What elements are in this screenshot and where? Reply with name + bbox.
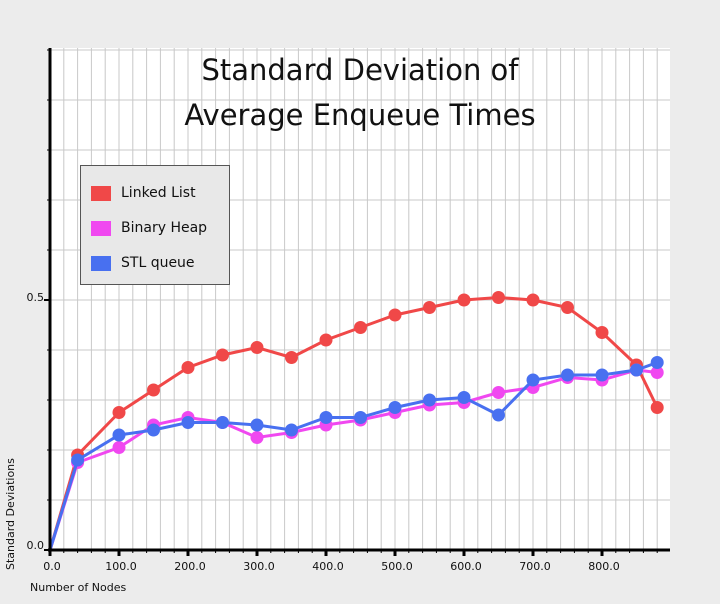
- legend-swatch-binary-heap: [91, 220, 111, 236]
- data-point-stl-queue: [492, 408, 505, 422]
- data-point-stl-queue: [595, 368, 609, 382]
- data-point-stl-queue: [457, 391, 471, 404]
- legend-swatch-stl-queue: [91, 255, 111, 271]
- legend-swatch-linked-list: [91, 185, 111, 201]
- data-point-stl-queue: [354, 411, 367, 424]
- data-point-stl-queue: [319, 411, 333, 424]
- data-point-linked-list: [526, 293, 540, 307]
- x-tick-label: 400.0: [312, 560, 344, 573]
- data-point-linked-list: [250, 341, 264, 354]
- data-point-linked-list: [388, 308, 402, 322]
- data-point-linked-list: [319, 333, 333, 347]
- plot-area: [50, 48, 670, 550]
- x-tick-label: 0.0: [43, 560, 61, 573]
- chart-title-line-1: Standard Deviation of: [201, 53, 519, 87]
- data-point-linked-list: [492, 291, 505, 304]
- y-axis-label: Standard Deviations: [4, 458, 17, 570]
- data-point-linked-list: [112, 406, 126, 419]
- data-point-stl-queue: [112, 428, 126, 442]
- data-point-stl-queue: [650, 356, 664, 369]
- y-tick-label: 0.0: [27, 539, 45, 552]
- data-point-stl-queue: [250, 418, 264, 432]
- data-point-linked-list: [354, 321, 367, 334]
- legend-item-linked-list: Linked List: [91, 184, 196, 202]
- data-point-stl-queue: [388, 401, 402, 414]
- series-layer: [48, 291, 664, 551]
- data-point-binary-heap: [112, 441, 126, 454]
- data-point-linked-list: [147, 383, 160, 397]
- data-point-stl-queue: [181, 416, 195, 429]
- y-tick-label: 0.5: [27, 291, 45, 304]
- data-point-stl-queue: [423, 393, 436, 407]
- legend-label-linked-list: Linked List: [121, 185, 196, 201]
- legend: Linked List Binary Heap STL queue: [80, 165, 230, 285]
- data-point-linked-list: [561, 301, 574, 314]
- data-point-binary-heap: [250, 431, 264, 444]
- x-tick-label: 200.0: [174, 560, 206, 573]
- legend-label-binary-heap: Binary Heap: [121, 220, 208, 236]
- data-point-linked-list: [650, 401, 664, 414]
- data-point-stl-queue: [71, 453, 85, 467]
- axes: [44, 48, 670, 556]
- data-point-linked-list: [423, 301, 436, 314]
- x-tick-label: 800.0: [588, 560, 620, 573]
- legend-label-stl-queue: STL queue: [121, 255, 195, 271]
- data-point-stl-queue: [561, 368, 574, 382]
- x-tick-label: 600.0: [450, 560, 482, 573]
- grid: [49, 48, 670, 551]
- data-point-stl-queue: [147, 423, 160, 437]
- data-point-binary-heap: [650, 366, 664, 379]
- chart-title-line-2: Average Enqueue Times: [184, 98, 535, 132]
- data-point-linked-list: [216, 348, 229, 362]
- x-tick-label: 300.0: [243, 560, 275, 573]
- data-point-linked-list: [595, 326, 609, 339]
- data-point-binary-heap: [492, 386, 505, 399]
- data-point-stl-queue: [285, 423, 298, 437]
- legend-item-stl-queue: STL queue: [91, 254, 195, 272]
- x-axis-label: Number of Nodes: [30, 581, 126, 594]
- x-tick-label: 500.0: [381, 560, 413, 573]
- tick-labels: 0.0 100.0 200.0 300.0 400.0 500.0 600.0 700.0 80…: [27, 291, 620, 573]
- legend-item-binary-heap: Binary Heap: [91, 219, 207, 237]
- data-point-stl-queue: [526, 373, 540, 387]
- data-point-linked-list: [457, 293, 471, 307]
- x-tick-label: 100.0: [105, 560, 137, 573]
- data-point-linked-list: [181, 361, 195, 374]
- x-tick-label: 700.0: [519, 560, 551, 573]
- data-point-stl-queue: [216, 416, 229, 429]
- data-point-stl-queue: [630, 363, 643, 377]
- data-point-linked-list: [285, 351, 298, 364]
